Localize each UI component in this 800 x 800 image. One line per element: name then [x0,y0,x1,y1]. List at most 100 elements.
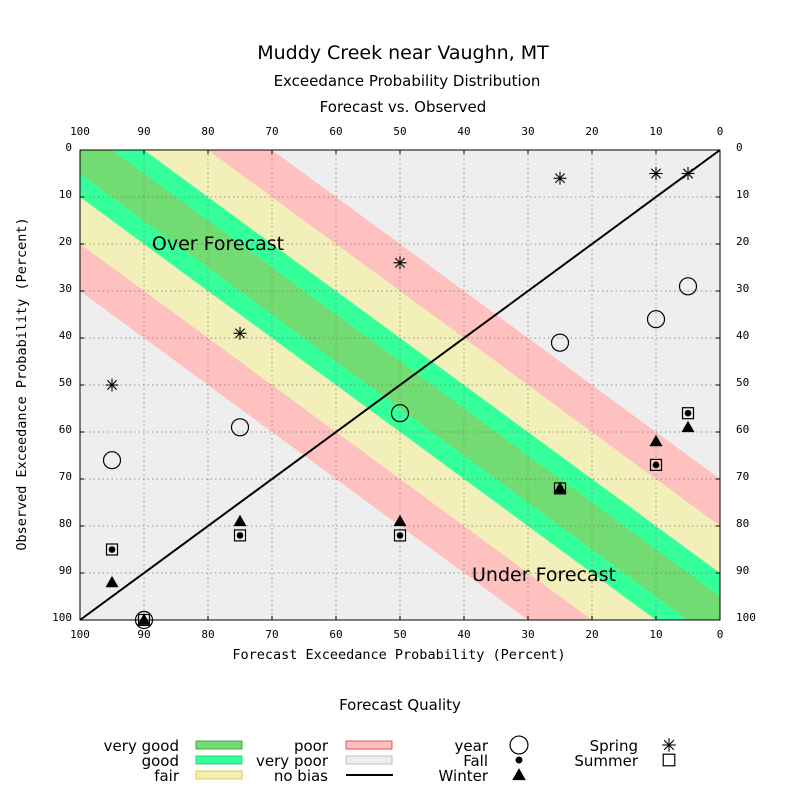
point-winter [681,420,695,433]
annotation-over-forecast: Over Forecast [152,233,284,255]
legend-season-label: Winter [439,767,489,785]
legend-quality-swatch [345,740,393,750]
y-tick-label-right: 30 [736,282,749,295]
x-tick-label-top: 60 [329,125,342,138]
legend-quality-label: poor [294,737,329,755]
y-tick-label-right: 100 [736,611,756,624]
x-tick-label: 40 [457,628,470,641]
legend-marker-year [509,735,529,755]
x-tick-label-top: 90 [137,125,150,138]
legend-season-label: Summer [574,752,638,770]
y-tick-label: 80 [59,517,72,530]
point-winter [649,434,663,447]
y-tick-label: 70 [59,470,72,483]
point-fall [684,409,692,417]
point-spring [649,167,663,180]
legend-marker-spring [662,738,676,752]
point-fall [108,546,116,553]
legend-season-label: year [455,737,489,755]
legend-quality-label: very poor [256,752,329,770]
chart-title: Muddy Creek near Vaughn, MT [257,42,549,64]
y-tick-label-right: 50 [736,376,749,389]
y-tick-label: 20 [59,235,72,248]
point-summer [393,529,407,542]
y-tick-label: 40 [59,329,72,342]
y-tick-label: 60 [59,423,72,436]
point-winter [105,575,119,588]
legend-quality-swatch [195,740,243,750]
point-spring [233,326,247,340]
legend-marker-summer [662,753,676,767]
legend-quality-label: fair [154,767,180,785]
x-axis-label: Forecast Exceedance Probability (Percent… [232,647,565,663]
point-year [230,418,250,437]
point-winter [553,481,567,494]
x-tick-label-top: 100 [70,125,90,138]
x-tick-label: 70 [265,628,278,641]
y-tick-label: 50 [59,376,72,389]
point-summer [681,407,695,420]
point-winter [393,514,407,527]
x-tick-label-top: 10 [649,125,662,138]
x-tick-label: 30 [521,628,534,641]
chart-subtitle: Exceedance Probability Distribution [274,72,541,90]
point-fall [236,532,244,539]
point-winter [233,514,247,527]
x-tick-label: 80 [201,628,214,641]
legend-marker-winter [512,768,526,781]
x-tick-label-top: 0 [717,125,724,138]
x-tick-label: 60 [329,628,342,641]
x-tick-label: 90 [137,628,150,641]
y-axis-label: Observed Exceedance Probability (Percent… [14,217,30,550]
series-winter [105,420,695,625]
point-spring [553,171,567,185]
legend-quality-swatch [195,770,243,780]
point-spring [105,378,119,392]
y-tick-label-right: 10 [736,188,749,201]
legend-quality-label: no bias [274,767,328,785]
series-spring [105,167,695,392]
no-bias-line [79,149,721,621]
point-fall [652,461,660,469]
y-tick-label: 10 [59,188,72,201]
y-tick-label-right: 20 [736,235,749,248]
legend-season-label: Spring [590,737,638,755]
y-tick-label-right: 40 [736,329,749,342]
x-tick-label-top: 20 [585,125,598,138]
x-tick-label-top: 80 [201,125,214,138]
grid [80,150,720,620]
x-tick-label-top: 50 [393,125,406,138]
x-tick-label: 0 [717,628,724,641]
y-tick-label-right: 90 [736,564,749,577]
point-year [646,310,666,329]
point-spring [681,167,695,180]
x-tick-label-top: 30 [521,125,534,138]
point-year [550,333,570,352]
point-winter [137,613,151,625]
point-summer [233,529,247,542]
x-tick-label-top: 70 [265,125,278,138]
point-spring [393,256,407,270]
x-tick-label: 100 [70,628,90,641]
point-year [134,610,154,630]
series-year [102,277,698,630]
y-tick-label: 90 [59,564,72,577]
legend-quality-label: good [142,752,179,770]
y-tick-label-right: 60 [736,423,749,436]
y-tick-label: 0 [65,141,72,154]
x-tick-label-top: 40 [457,125,470,138]
legend-quality-swatch [195,755,243,765]
y-tick-label: 30 [59,282,72,295]
plot-area: 1001009090808070706060505040403030202010… [52,125,756,641]
x-tick-label: 10 [649,628,662,641]
legend-quality-label: very good [104,737,179,755]
legend-marker-fall [515,756,523,764]
x-tick-label: 50 [393,628,406,641]
y-tick-label-right: 80 [736,517,749,530]
point-year [102,451,122,470]
chart-subtitle-2: Forecast vs. Observed [320,98,487,116]
legend-quality-swatch [345,755,393,765]
x-tick-label: 20 [585,628,598,641]
